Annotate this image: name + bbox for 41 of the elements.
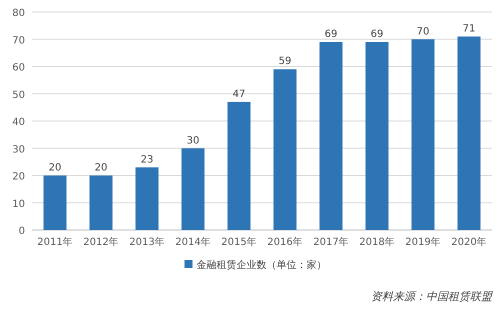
bar xyxy=(458,36,480,230)
bar xyxy=(320,42,342,230)
legend-label: 金融租赁企业数（单位：家） xyxy=(196,259,326,271)
x-tick-label: 2013年 xyxy=(129,236,165,248)
bar xyxy=(274,69,296,230)
x-tick-label: 2016年 xyxy=(267,236,303,248)
data-label: 30 xyxy=(186,135,200,146)
y-tick-label: 70 xyxy=(12,35,25,46)
bar xyxy=(228,102,250,230)
bar xyxy=(90,176,112,230)
bar xyxy=(366,42,388,230)
data-label: 71 xyxy=(462,24,476,35)
x-tick-label: 2019年 xyxy=(405,236,441,248)
x-tick-label: 2020年 xyxy=(451,236,487,248)
data-label: 20 xyxy=(48,162,62,174)
x-tick-label: 2018年 xyxy=(359,236,395,248)
data-label: 69 xyxy=(324,28,338,40)
x-tick-label: 2012年 xyxy=(83,236,119,248)
y-tick-label: 40 xyxy=(12,117,25,128)
data-label: 69 xyxy=(370,28,384,40)
data-label: 59 xyxy=(278,56,292,68)
y-tick-label: 30 xyxy=(12,144,25,156)
x-tick-label: 2015年 xyxy=(221,236,257,248)
data-label: 23 xyxy=(140,154,154,166)
data-label: 20 xyxy=(94,162,108,174)
bar xyxy=(182,148,204,230)
y-tick-label: 60 xyxy=(12,62,25,74)
x-tick-label: 2011年 xyxy=(37,236,73,248)
bar xyxy=(136,167,158,230)
y-tick-label: 20 xyxy=(12,172,25,182)
y-tick-label: 10 xyxy=(12,198,25,210)
y-tick-label: 80 xyxy=(12,8,25,19)
y-tick-label: 0 xyxy=(18,226,25,237)
data-label: 47 xyxy=(232,88,246,100)
bar xyxy=(412,39,434,230)
y-tick-label: 50 xyxy=(12,90,25,101)
x-tick-label: 2017年 xyxy=(313,236,349,248)
data-label: 70 xyxy=(416,26,430,38)
text: 资料来源：中国租赁联盟 xyxy=(371,290,493,303)
x-tick-label: 2014年 xyxy=(175,236,211,248)
bar xyxy=(44,176,66,230)
